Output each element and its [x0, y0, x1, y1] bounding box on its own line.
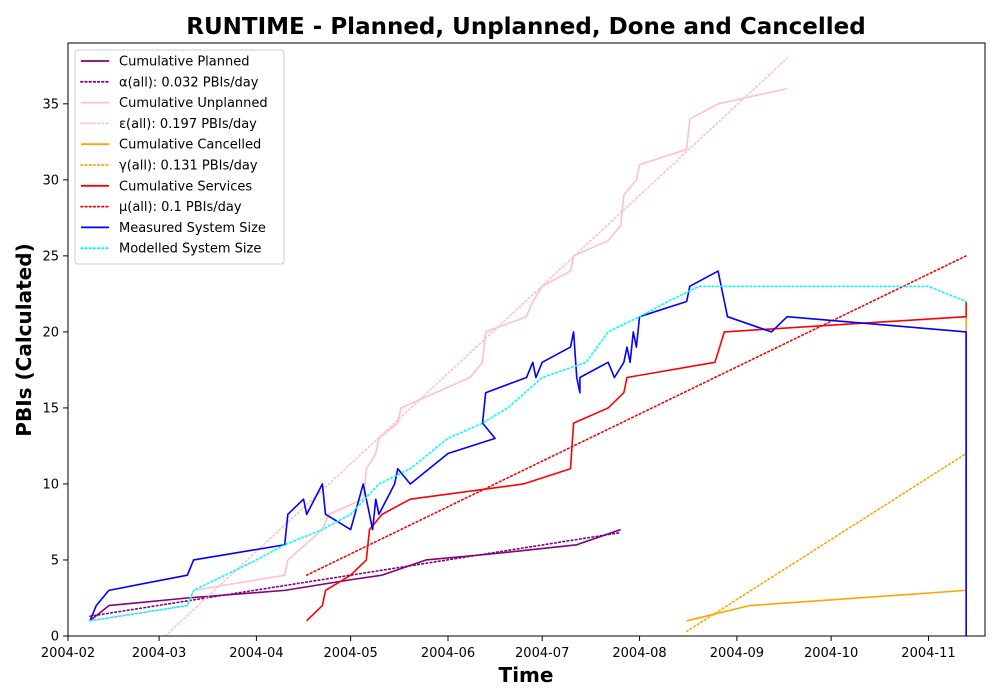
series-line-9 [89, 270, 967, 636]
legend-label-1: Cumulative Planned [119, 55, 249, 70]
series-line-6 [685, 452, 967, 633]
series-line-7 [306, 301, 967, 622]
y-tick-label-1: 0 [51, 630, 59, 645]
x-tick-label-10: 2004-11 [901, 646, 955, 661]
chart-title: RUNTIME - Planned, Unplanned, Done and C… [186, 14, 865, 40]
y-tick-label-5: 20 [42, 325, 59, 340]
series-line-10 [89, 285, 967, 622]
x-tick-label-7: 2004-08 [612, 646, 666, 661]
plot-frame [67, 42, 986, 637]
x-tick-label-8: 2004-09 [710, 646, 764, 661]
y-tick-label-2: 5 [51, 553, 59, 568]
x-tick-label-3: 2004-04 [229, 646, 283, 661]
y-axis-label: PBIs (Calculated) [12, 243, 36, 436]
legend-label-5: Cumulative Cancelled [119, 138, 261, 153]
legend-label-3: Cumulative Unplanned [119, 96, 268, 111]
y-tick-label-8: 35 [42, 97, 59, 112]
series-line-1 [89, 528, 621, 622]
y-tick-label-7: 30 [42, 173, 59, 188]
legend: Cumulative Planned α(all): 0.032 PBIs/day… [74, 49, 285, 265]
series-line-5 [686, 316, 967, 622]
x-tick-label-6: 2004-07 [515, 646, 569, 661]
legend-label-8: μ(all): 0.1 PBIs/day [119, 200, 242, 215]
y-tick-label-6: 25 [42, 249, 59, 264]
legend-label-4: ε(all): 0.197 PBIs/day [119, 117, 257, 132]
legend-label-2: α(all): 0.032 PBIs/day [119, 75, 259, 90]
legend-label-10: Modelled System Size [119, 242, 261, 257]
legend-label-7: Cumulative Services [119, 179, 252, 194]
series-line-8 [305, 255, 967, 576]
x-tick-label-9: 2004-10 [804, 646, 858, 661]
x-tick-label-1: 2004-02 [41, 646, 95, 661]
y-tick-label-3: 10 [42, 477, 59, 492]
legend-box [74, 49, 285, 265]
x-tick-label-5: 2004-06 [421, 646, 475, 661]
series-line-4 [164, 57, 788, 636]
x-tick-label-4: 2004-05 [323, 646, 377, 661]
legend-label-6: γ(all): 0.131 PBIs/day [119, 159, 258, 174]
series-line-3 [89, 87, 788, 622]
plot-area: 2004-02 2004-03 2004-04 2004-05 2004-06 2004-… [41, 42, 986, 661]
y-tick-label-4: 15 [42, 401, 59, 416]
series-line-2 [89, 531, 622, 618]
x-axis-label: Time [499, 663, 554, 687]
x-tick-label-2: 2004-03 [132, 646, 186, 661]
series-group [89, 57, 967, 636]
legend-label-9: Measured System Size [119, 221, 266, 236]
